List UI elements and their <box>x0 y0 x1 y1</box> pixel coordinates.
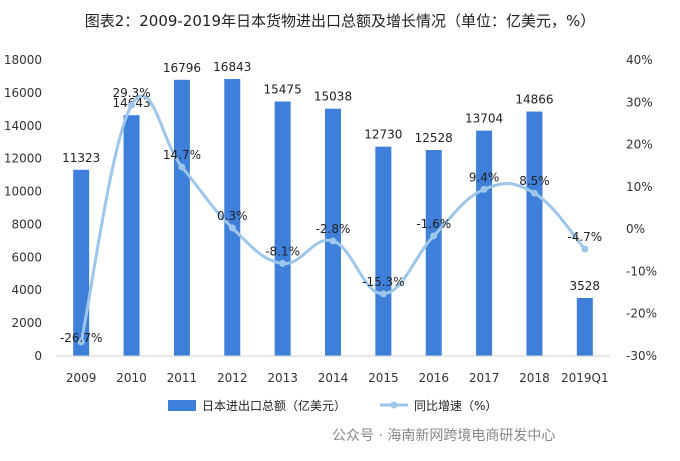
line-point <box>178 163 186 171</box>
x-tick-label: 2013 <box>267 371 298 385</box>
bar-data-label: 3528 <box>570 279 601 293</box>
line-data-label: 9.4% <box>469 170 500 184</box>
left-tick-label: 14000 <box>4 119 42 133</box>
legend-bar-label: 日本进出口总额（亿美元） <box>202 398 346 413</box>
x-tick-label: 2011 <box>167 371 198 385</box>
line-data-label: -2.8% <box>316 222 351 236</box>
bar-data-label: 15475 <box>264 83 302 97</box>
line-point <box>329 237 337 245</box>
line-point <box>228 224 236 232</box>
line-point <box>128 101 136 109</box>
bar-data-label: 13704 <box>465 112 503 126</box>
bar <box>73 169 90 356</box>
right-tick-label: 30% <box>626 95 653 109</box>
x-tick-label: 2016 <box>418 371 449 385</box>
left-tick-label: 18000 <box>4 53 42 67</box>
bar-data-label: 11323 <box>62 151 100 165</box>
bar <box>425 149 442 356</box>
legend-line-label: 同比增速（%） <box>414 399 497 413</box>
bar-data-label: 16843 <box>213 60 251 74</box>
x-tick-label: 2017 <box>469 371 500 385</box>
bar <box>123 115 140 356</box>
left-tick-label: 4000 <box>11 283 42 297</box>
legend-bar-swatch <box>168 400 196 411</box>
bar <box>274 101 291 357</box>
left-tick-label: 10000 <box>4 185 42 199</box>
line-point <box>279 259 287 267</box>
line-point <box>480 185 488 193</box>
x-tick-label: 2014 <box>318 371 349 385</box>
x-tick-label: 2015 <box>368 371 399 385</box>
bar <box>325 108 341 357</box>
right-tick-label: 0% <box>626 222 645 236</box>
right-tick-label: -30% <box>626 349 657 363</box>
bar <box>526 111 543 356</box>
bar-data-label: 12528 <box>415 131 453 145</box>
bar-series: 1132314643167961684315475150381273012528… <box>62 60 601 357</box>
bar <box>375 146 392 356</box>
x-tick-label: 2009 <box>66 371 97 385</box>
bar-data-label: 16796 <box>163 61 201 75</box>
line-data-label: 8.5% <box>519 174 550 188</box>
line-data-label: 14.7% <box>163 148 201 162</box>
chart-title: 图表2：2009-2019年日本货物进出口总额及增长情况（单位：亿美元，%） <box>84 12 596 30</box>
left-tick-label: 16000 <box>4 86 42 100</box>
x-tick-label: 2010 <box>116 371 147 385</box>
watermark: 公众号 · 海南新网跨境电商研发中心 <box>332 428 556 444</box>
bar-data-label: 12730 <box>364 128 402 142</box>
left-tick-label: 12000 <box>4 152 42 166</box>
left-tick-label: 8000 <box>11 217 42 231</box>
x-axis: 2009 2010 2011 2012 2013 2014 2015 2016 2017 2018… <box>56 355 610 385</box>
bar <box>224 79 241 357</box>
line-point <box>379 290 387 298</box>
right-tick-label: 20% <box>626 138 653 152</box>
right-tick-label: -20% <box>626 307 657 321</box>
x-tick-label: 2012 <box>217 371 248 385</box>
right-y-axis: -30% -20% -10% 0% 10% 20% 30% 40% <box>626 53 657 363</box>
line-data-label: 29.3% <box>112 86 150 100</box>
x-tick-label: 2018 <box>519 371 550 385</box>
bar <box>173 79 190 357</box>
line-point <box>77 338 85 346</box>
line-series: -26.7% 29.3% 14.7% 0.3% -8.1% -2.8% -15.3% -1.6… <box>60 86 602 346</box>
x-tick-label: 2019Q1 <box>561 371 609 385</box>
bar-data-label: 15038 <box>314 90 352 104</box>
left-tick-label: 2000 <box>11 316 42 330</box>
line-point <box>581 245 589 253</box>
bar-data-label: 14866 <box>515 93 553 107</box>
bar <box>576 297 593 356</box>
line-data-label: -26.7% <box>60 331 102 345</box>
right-tick-label: -10% <box>626 264 657 278</box>
legend-line-marker <box>390 401 398 409</box>
line-data-label: -1.6% <box>416 217 451 231</box>
line-data-label: 0.3% <box>217 209 248 223</box>
right-tick-label: 10% <box>626 180 653 194</box>
line-data-label: -4.7% <box>567 230 602 244</box>
legend: 日本进出口总额（亿美元） 同比增速（%） <box>168 398 497 413</box>
line-data-label: -8.1% <box>265 244 300 258</box>
line-data-label: -15.3% <box>362 275 404 289</box>
left-tick-label: 0 <box>34 349 42 363</box>
line-point <box>530 189 538 197</box>
bar <box>476 130 493 356</box>
left-tick-label: 6000 <box>11 250 42 264</box>
right-tick-label: 40% <box>626 53 653 67</box>
left-y-axis: 0 2000 4000 6000 8000 10000 12000 14000 16000 180… <box>4 53 42 363</box>
line-point <box>430 232 438 240</box>
